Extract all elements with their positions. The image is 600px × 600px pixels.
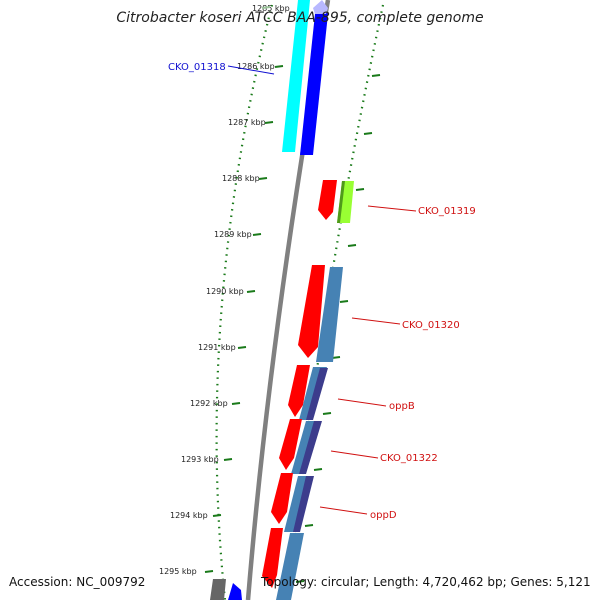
ruler-minor-tick	[322, 412, 332, 415]
ruler-tick-label: 1293 kbp	[181, 455, 219, 464]
genome-summary-text: Topology: circular; Length: 4,720,462 bp…	[260, 575, 591, 589]
cds-blue-1286[interactable]	[300, 5, 328, 155]
map-title: Citrobacter koseri ATCC BAA-895, complet…	[116, 10, 483, 26]
ruler-minor-tick	[371, 74, 381, 77]
label-cko-01322[interactable]: CKO_01322	[380, 453, 438, 464]
cds-navy-oppD[interactable]	[293, 476, 314, 532]
leader-cko-01322	[330, 450, 379, 459]
leader-oppD	[319, 506, 368, 515]
ruler-tick-mark	[231, 402, 241, 405]
cds-gray-1295[interactable]	[210, 579, 226, 600]
label-oppB[interactable]: oppB	[389, 401, 415, 412]
left-dotted-guide	[215, 4, 274, 600]
ruler-tick-mark	[261, 6, 271, 9]
cds-lightblue-1285[interactable]	[313, 0, 328, 14]
ruler-tick-mark	[237, 346, 247, 349]
leader-oppB	[337, 398, 387, 407]
cds-red-1292[interactable]	[288, 365, 310, 417]
ruler-tick-label: 1295 kbp	[159, 567, 197, 576]
ruler-tick-label: 1294 kbp	[170, 511, 208, 520]
ruler-minor-tick	[355, 188, 365, 191]
ruler-tick-label: 1288 kbp	[222, 174, 260, 183]
ruler-tick-label: 1285 kbp	[252, 4, 290, 13]
leader-cko-01318	[227, 65, 275, 75]
label-oppD[interactable]: oppD	[370, 510, 397, 521]
cds-red-1293[interactable]	[279, 419, 302, 470]
ruler-minor-tick	[339, 300, 349, 303]
ruler-tick-label: 1291 kbp	[198, 343, 236, 352]
ruler-tick-mark	[252, 233, 262, 236]
leader-cko-01320	[351, 317, 401, 325]
cds-steelblue-1295[interactable]	[276, 533, 304, 600]
cds-red-1294[interactable]	[271, 473, 293, 524]
ruler-tick-label: 1287 kbp	[228, 118, 266, 127]
ruler-tick-mark	[264, 121, 274, 124]
cds-green-stripe	[337, 181, 345, 223]
cds-red-1288[interactable]	[318, 180, 337, 220]
cds-steelblue-1290[interactable]	[316, 267, 343, 362]
ruler-minor-tick	[304, 524, 314, 527]
ruler-tick-label: 1289 kbp	[214, 230, 252, 239]
cds-navy-oppB[interactable]	[306, 368, 328, 420]
gene-features	[210, 0, 354, 600]
cds-blue-1295[interactable]	[228, 583, 242, 600]
outer-dotted-guides	[215, 4, 385, 600]
ruler-tick-label: 1292 kbp	[190, 399, 228, 408]
cds-cyan-1286[interactable]	[282, 0, 310, 152]
gene-labels: CKO_01318 CKO_01319 CKO_01320 oppB CKO_0…	[168, 62, 476, 521]
ruler-tick-mark	[258, 177, 268, 180]
ruler: 1285 kbp 1286 kbp 1287 kbp 1288 kbp 1289 kbp…	[159, 4, 381, 583]
leader-cko-01319	[367, 205, 417, 212]
cds-red-1295[interactable]	[262, 528, 283, 588]
cds-navy-1322[interactable]	[299, 421, 322, 474]
ruler-tick-mark	[223, 458, 233, 461]
ruler-minor-tick	[313, 468, 323, 471]
ruler-tick-mark	[204, 570, 214, 573]
ruler-tick-mark	[246, 290, 256, 293]
ruler-tick-label: 1286 kbp	[237, 62, 275, 71]
label-cko-01320[interactable]: CKO_01320	[402, 320, 460, 331]
label-cko-01319[interactable]: CKO_01319	[418, 206, 476, 217]
accession-text: Accession: NC_009792	[9, 575, 145, 589]
ruler-minor-tick	[295, 580, 305, 583]
ruler-tick-mark	[274, 65, 284, 68]
label-cko-01318[interactable]: CKO_01318	[168, 62, 226, 73]
ruler-minor-tick	[363, 132, 373, 135]
ruler-tick-label: 1290 kbp	[206, 287, 244, 296]
cds-red-1290[interactable]	[298, 265, 325, 358]
ruler-tick-mark	[212, 514, 222, 517]
ruler-minor-tick	[347, 244, 357, 247]
